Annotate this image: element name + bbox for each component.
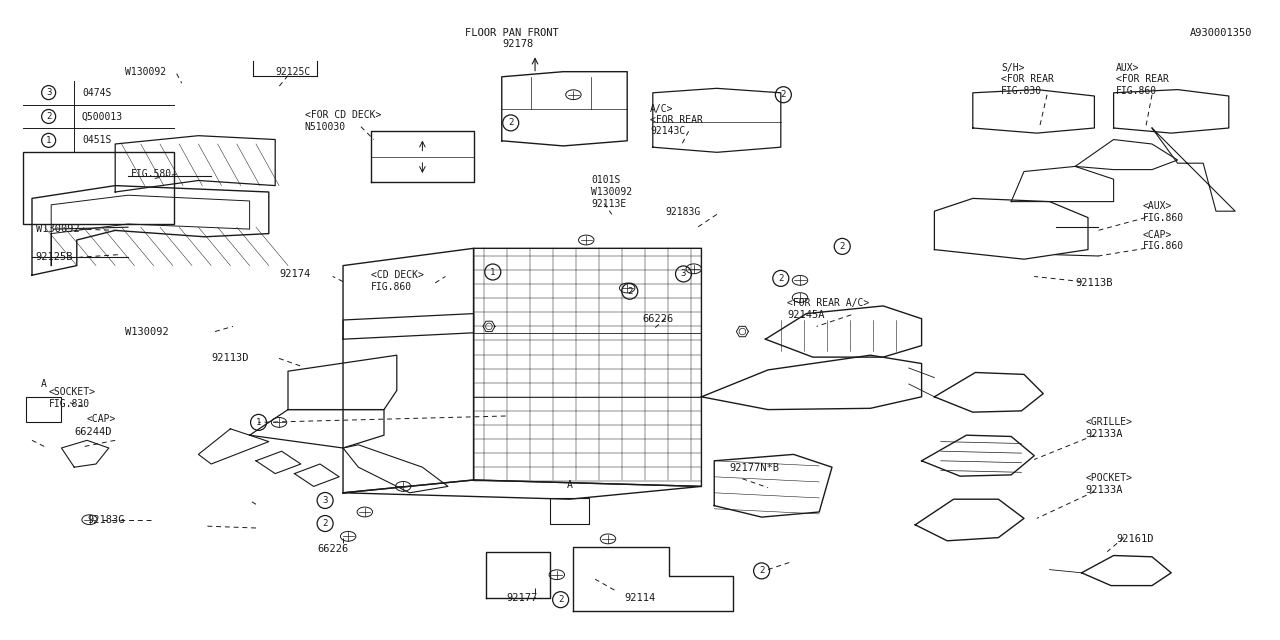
Text: FIG.830: FIG.830 [49,399,90,410]
Text: 2: 2 [323,519,328,528]
Text: FIG.860: FIG.860 [371,282,412,292]
Text: 92113B: 92113B [1075,278,1112,288]
Text: A: A [41,379,46,389]
Text: Q500013: Q500013 [82,111,123,122]
Text: 92177N*B: 92177N*B [730,463,780,474]
Text: 92133A: 92133A [1085,484,1123,495]
Text: 92145A: 92145A [787,310,824,320]
Text: 92113D: 92113D [211,353,248,364]
Text: <CD DECK>: <CD DECK> [371,270,424,280]
Text: FIG.580: FIG.580 [131,169,172,179]
Text: 2: 2 [781,90,786,99]
Text: <CAP>: <CAP> [87,414,116,424]
Text: 1: 1 [46,136,51,145]
Text: FIG.860: FIG.860 [1116,86,1157,96]
Text: 1: 1 [256,418,261,427]
Bar [23,152,174,224]
Text: <SOCKET>: <SOCKET> [49,387,96,397]
Text: 66244D: 66244D [74,427,111,437]
Text: A930001350: A930001350 [1189,28,1252,38]
Text: <POCKET>: <POCKET> [1085,473,1133,483]
Text: FIG.860: FIG.860 [1143,241,1184,252]
Text: FIG.830: FIG.830 [1001,86,1042,96]
Text: N510030: N510030 [305,122,346,132]
Text: <FOR REAR: <FOR REAR [1001,74,1053,84]
Text: 2: 2 [558,595,563,604]
Text: 92178: 92178 [503,38,534,49]
Text: 3: 3 [681,269,686,278]
Text: 92177: 92177 [507,593,538,604]
Text: 2: 2 [778,274,783,283]
Text: W130092: W130092 [591,187,632,197]
Text: 3: 3 [46,88,51,97]
Text: 0474S: 0474S [82,88,111,97]
Text: 2: 2 [627,287,632,296]
Text: 66226: 66226 [317,544,348,554]
Text: <FOR REAR: <FOR REAR [1116,74,1169,84]
Text: 92183G: 92183G [87,515,124,525]
Text: A: A [567,480,572,490]
Text: 1: 1 [490,268,495,276]
Text: 92174: 92174 [279,269,310,279]
Text: <FOR REAR: <FOR REAR [650,115,703,125]
Bar [550,498,589,524]
Text: AUX>: AUX> [1116,63,1139,74]
Text: 2: 2 [840,242,845,251]
Text: W130092: W130092 [36,224,79,234]
Text: <GRILLE>: <GRILLE> [1085,417,1133,428]
Text: 0451S: 0451S [82,136,111,145]
Text: 2: 2 [46,112,51,121]
Text: <CAP>: <CAP> [1143,230,1172,240]
Text: 92125B: 92125B [36,252,73,262]
Text: 92161D: 92161D [1116,534,1153,544]
Text: 2: 2 [759,566,764,575]
Text: <AUX>: <AUX> [1143,201,1172,211]
Text: 92125C: 92125C [275,67,311,77]
Text: 66226: 66226 [643,314,673,324]
Text: <FOR CD DECK>: <FOR CD DECK> [305,110,381,120]
Text: 3: 3 [323,496,328,505]
Text: W130092: W130092 [125,326,169,337]
Text: 2: 2 [508,118,513,127]
Text: 92183G: 92183G [666,207,701,218]
Text: <FOR REAR A/C>: <FOR REAR A/C> [787,298,869,308]
Text: W130092: W130092 [125,67,166,77]
Text: A/C>: A/C> [650,104,673,114]
Text: 0101S: 0101S [591,175,621,186]
Text: 92114: 92114 [625,593,655,604]
Text: FIG.860: FIG.860 [1143,212,1184,223]
Text: 92133A: 92133A [1085,429,1123,439]
Text: S/H>: S/H> [1001,63,1024,74]
Text: 92113E: 92113E [591,198,627,209]
Text: FLOOR PAN FRONT: FLOOR PAN FRONT [465,28,559,38]
Bar [26,397,61,422]
Text: 92143C: 92143C [650,126,686,136]
